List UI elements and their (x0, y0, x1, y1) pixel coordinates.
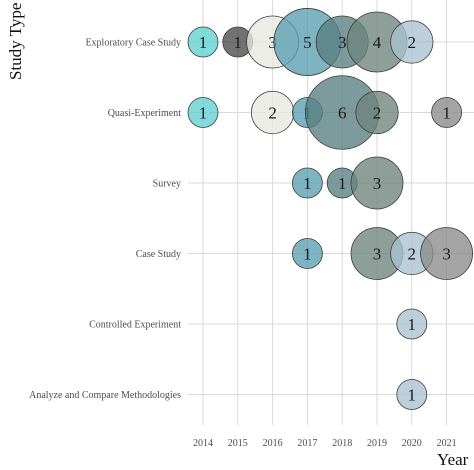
bubble-count-label: 2 (408, 33, 417, 52)
bubble-count-label: 3 (373, 174, 382, 193)
x-tick-label: 2020 (402, 438, 422, 449)
bubble: 1 (222, 26, 254, 58)
bubble-count-label: 2 (268, 104, 277, 123)
bubble-circle (291, 167, 323, 199)
bubble-count-label: 1 (234, 33, 243, 52)
y-tick-label: Controlled Experiment (89, 320, 181, 331)
x-tick-label: 2019 (367, 438, 387, 449)
bubbles: 1135342121621113132311 (187, 8, 473, 410)
bubble: 3 (350, 156, 404, 210)
y-tick-label: Quasi-Experiment (108, 108, 182, 119)
y-tick-label: Case Study (136, 249, 181, 260)
bubble-count-label: 3 (373, 245, 382, 264)
bubble-count-label: 4 (373, 33, 382, 52)
y-axis-title: Study Type (6, 3, 25, 80)
x-tick-label: 2018 (332, 438, 352, 449)
x-tick-label: 2017 (297, 438, 317, 449)
bubble: 1 (396, 379, 428, 410)
bubble-circle (291, 238, 323, 269)
bubble: 1 (291, 238, 323, 269)
x-tick-label: 2015 (228, 438, 248, 449)
bubble-circle (187, 97, 219, 128)
bubble-circle (350, 156, 404, 210)
bubble: 2 (355, 90, 399, 135)
bubble-count-label: 3 (442, 245, 451, 264)
bubble: 1 (291, 167, 323, 199)
bubble: 1 (431, 97, 463, 128)
y-tick-label: Analyze and Compare Methodologies (29, 390, 181, 401)
bubble-circle (355, 90, 399, 135)
bubble-count-label: 3 (268, 33, 277, 52)
bubble-count-label: 5 (303, 33, 312, 52)
bubble-circle (390, 20, 434, 64)
y-tick-labels: Exploratory Case Study Quasi-Experiment Su… (29, 38, 181, 402)
bubble: 1 (187, 26, 219, 58)
bubble-count-label: 2 (373, 104, 382, 123)
bubble-circle (187, 26, 219, 58)
bubble-count-label: 6 (338, 104, 347, 123)
bubble: 3 (420, 227, 473, 280)
bubble-count-label: 3 (338, 33, 347, 52)
bubble-count-label: 1 (408, 386, 417, 405)
x-tick-label: 2014 (193, 438, 213, 449)
x-tick-label: 2016 (263, 438, 283, 449)
bubble-circle (396, 379, 428, 410)
x-tick-label: 2021 (437, 438, 457, 449)
x-tick-labels: 2014 2015 2016 2017 2018 2019 2020 2021 (193, 438, 457, 449)
x-axis-title: Year (437, 450, 469, 469)
bubble-count-label: 1 (199, 33, 208, 52)
bubble-count-label: 1 (303, 245, 312, 264)
bubble-circle (431, 97, 463, 128)
bubble-circle (420, 227, 473, 280)
bubble: 2 (390, 20, 434, 64)
bubble-count-label: 1 (338, 174, 347, 193)
bubble-count-label: 1 (199, 104, 208, 123)
bubble-count-label: 1 (408, 315, 417, 334)
bubble-circle (396, 308, 428, 340)
bubble: 2 (250, 90, 295, 135)
bubble: 1 (396, 308, 428, 340)
y-tick-label: Survey (153, 179, 181, 190)
bubble-count-label: 2 (408, 245, 417, 264)
bubble-count-label: 1 (303, 174, 312, 193)
bubble-count-label: 1 (442, 104, 451, 123)
y-tick-label: Exploratory Case Study (85, 38, 181, 49)
bubble: 1 (187, 97, 219, 128)
